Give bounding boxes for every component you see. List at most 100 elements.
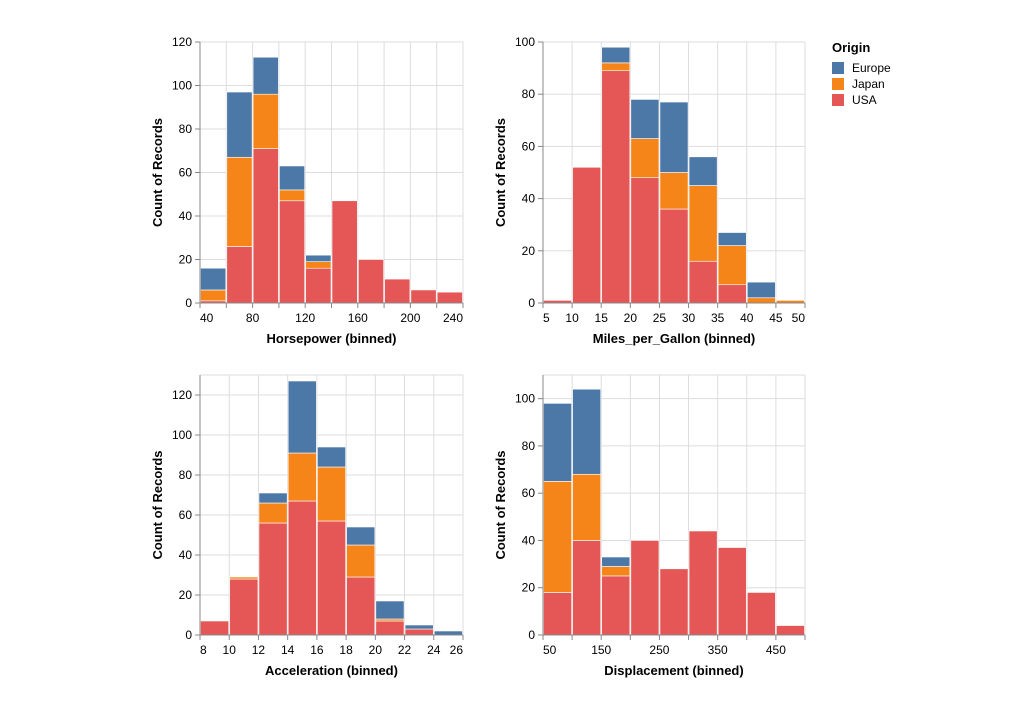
x-tick-label: 18 bbox=[339, 643, 353, 657]
y-tick-label: 60 bbox=[179, 166, 193, 180]
bar-segment-usa bbox=[252, 148, 279, 304]
bar-segment-usa bbox=[630, 540, 660, 636]
bar-segment-usa bbox=[746, 592, 776, 636]
bar-segment-japan bbox=[543, 481, 572, 593]
bar-segment-usa bbox=[776, 625, 805, 636]
x-tick-label: 24 bbox=[427, 643, 441, 657]
legend-swatch-usa bbox=[832, 94, 844, 106]
x-tick-label: 12 bbox=[252, 643, 266, 657]
bar-segment-japan bbox=[287, 452, 317, 502]
bar-segment-usa bbox=[659, 568, 689, 636]
bar-segment-usa bbox=[717, 284, 747, 304]
bar-segment-usa bbox=[572, 540, 602, 636]
legend-item-usa: USA bbox=[832, 92, 891, 108]
bar-segment-usa bbox=[688, 530, 718, 636]
bar-segment-japan bbox=[746, 297, 776, 304]
x-tick-label: 240 bbox=[443, 311, 463, 325]
y-tick-label: 60 bbox=[522, 139, 536, 153]
bar-segment-japan bbox=[688, 185, 718, 262]
x-tick-label: 14 bbox=[281, 643, 295, 657]
bar-segment-usa bbox=[279, 200, 305, 304]
x-tick-label: 10 bbox=[223, 643, 237, 657]
y-tick-label: 20 bbox=[522, 581, 536, 595]
y-tick-label: 0 bbox=[185, 296, 192, 310]
x-tick-label: 16 bbox=[310, 643, 324, 657]
y-tick-label: 0 bbox=[528, 628, 535, 642]
bar-segment-europe bbox=[746, 281, 776, 299]
x-tick-label: 35 bbox=[711, 311, 725, 325]
bar-segment-usa bbox=[630, 177, 660, 304]
x-tick-label: 40 bbox=[200, 311, 214, 325]
legend-swatch-japan bbox=[832, 78, 844, 90]
x-tick-label: 20 bbox=[624, 311, 638, 325]
x-tick-label: 45 bbox=[769, 311, 783, 325]
x-tick-label: 450 bbox=[766, 643, 786, 657]
bar-segment-europe bbox=[688, 156, 718, 186]
x-tick-label: 26 bbox=[450, 643, 464, 657]
legend-item-europe: Europe bbox=[832, 60, 891, 76]
y-tick-label: 80 bbox=[522, 439, 536, 453]
bar-segment-usa bbox=[688, 260, 718, 304]
legend-item-japan: Japan bbox=[832, 76, 891, 92]
x-tick-label: 40 bbox=[740, 311, 754, 325]
x-tick-label: 25 bbox=[653, 311, 667, 325]
bar-segment-japan bbox=[229, 576, 259, 580]
y-tick-label: 0 bbox=[528, 296, 535, 310]
bar-segment-usa bbox=[258, 522, 288, 636]
y-tick-label: 100 bbox=[515, 392, 535, 406]
bar-segment-usa bbox=[226, 246, 253, 304]
legend: Origin Europe Japan USA bbox=[832, 40, 891, 108]
bar-segment-usa bbox=[375, 620, 405, 636]
bar-segment-usa bbox=[317, 520, 346, 636]
x-tick-label: 5 bbox=[543, 311, 550, 325]
y-axis-title: Count of Records bbox=[150, 118, 165, 227]
bar-segment-japan bbox=[305, 261, 332, 269]
bar-segment-europe bbox=[543, 403, 572, 482]
x-tick-label: 22 bbox=[398, 643, 412, 657]
bar-segment-europe bbox=[258, 492, 288, 504]
y-axis-title: Count of Records bbox=[493, 450, 508, 559]
x-tick-label: 50 bbox=[792, 311, 806, 325]
x-tick-label: 80 bbox=[246, 311, 260, 325]
bar-segment-usa bbox=[287, 500, 317, 636]
bar-segment-japan bbox=[717, 245, 747, 286]
bar-segment-usa bbox=[717, 547, 747, 636]
bar-segment-europe bbox=[601, 556, 631, 567]
bar-segment-europe bbox=[317, 446, 346, 468]
y-tick-label: 80 bbox=[179, 122, 193, 136]
y-tick-label: 20 bbox=[522, 244, 536, 258]
bar-segment-usa bbox=[601, 70, 631, 304]
bar-segment-japan bbox=[258, 502, 288, 524]
legend-title: Origin bbox=[832, 40, 871, 55]
x-tick-label: 8 bbox=[200, 643, 207, 657]
bar-segment-japan bbox=[317, 466, 346, 522]
x-tick-label: 250 bbox=[649, 643, 669, 657]
y-tick-label: 80 bbox=[179, 468, 193, 482]
bar-segment-europe bbox=[252, 56, 279, 95]
bar-segment-usa bbox=[357, 259, 384, 304]
y-tick-label: 60 bbox=[179, 508, 193, 522]
x-tick-label: 10 bbox=[565, 311, 579, 325]
bar-segment-europe bbox=[717, 232, 747, 246]
y-tick-label: 100 bbox=[172, 79, 192, 93]
bar-segment-europe bbox=[404, 624, 434, 630]
bar-segment-europe bbox=[433, 630, 463, 636]
bar-segment-usa bbox=[229, 578, 259, 636]
bar-segment-usa bbox=[410, 289, 437, 304]
x-tick-label: 15 bbox=[595, 311, 609, 325]
bar-segment-europe bbox=[375, 600, 405, 620]
x-tick-label: 160 bbox=[348, 311, 368, 325]
y-tick-label: 40 bbox=[179, 209, 193, 223]
y-tick-label: 100 bbox=[172, 428, 192, 442]
bar-segment-usa bbox=[346, 576, 376, 636]
x-axis-title: Horsepower (binned) bbox=[266, 331, 396, 346]
bar-segment-usa bbox=[572, 166, 602, 304]
x-tick-label: 350 bbox=[708, 643, 728, 657]
x-tick-label: 50 bbox=[543, 643, 557, 657]
y-tick-label: 100 bbox=[515, 35, 535, 49]
bar-segment-usa bbox=[404, 628, 434, 636]
histogram-panel: 0 20 40 60 80 100 50 150 250 350 450 Displacement (… bbox=[493, 374, 806, 678]
x-tick-label: 200 bbox=[400, 311, 420, 325]
y-tick-label: 20 bbox=[179, 253, 193, 267]
